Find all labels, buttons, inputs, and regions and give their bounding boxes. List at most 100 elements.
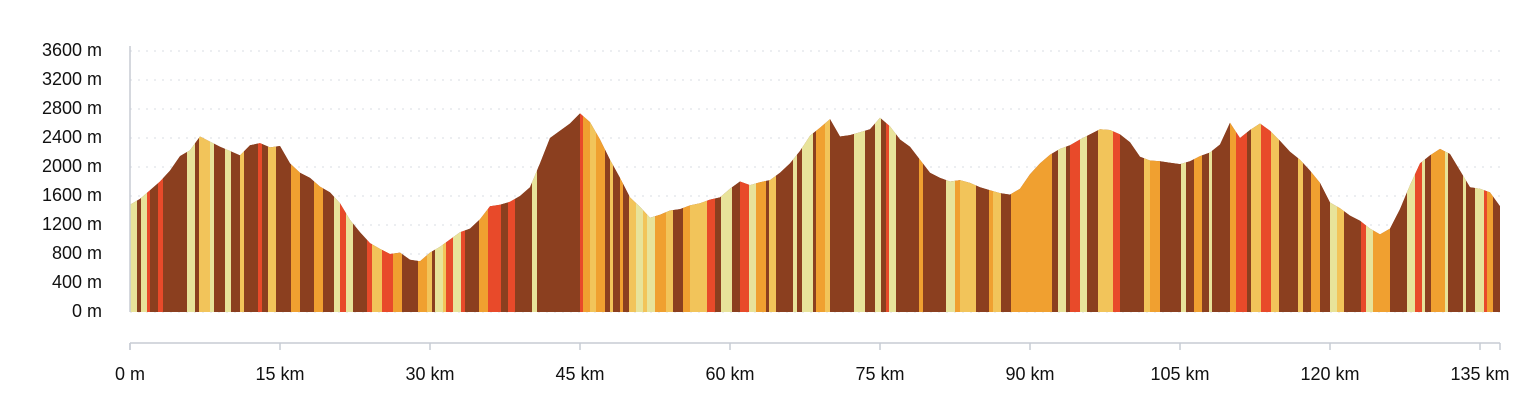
elevation-stripe	[147, 113, 150, 312]
elevation-stripe	[1457, 113, 1463, 312]
x-tick-label: 60 km	[705, 364, 754, 384]
elevation-area	[130, 113, 1500, 312]
x-tick-label: 135 km	[1450, 364, 1509, 384]
elevation-stripe	[749, 113, 756, 312]
elevation-stripe	[989, 113, 993, 312]
elevation-stripe	[300, 113, 304, 312]
elevation-stripe	[515, 113, 525, 312]
elevation-stripe	[1227, 113, 1230, 312]
elevation-stripe	[1303, 113, 1311, 312]
elevation-stripe	[505, 113, 508, 312]
elevation-stripe	[923, 113, 933, 312]
elevation-stripe	[1347, 113, 1350, 312]
elevation-stripe	[276, 113, 283, 312]
elevation-stripe	[1282, 113, 1290, 312]
elevation-stripe	[1425, 113, 1431, 312]
y-tick-label: 800 m	[52, 243, 102, 263]
elevation-stripe	[532, 113, 537, 312]
elevation-stripe	[596, 113, 605, 312]
elevation-stripe	[1350, 113, 1354, 312]
x-tick-label: 30 km	[405, 364, 454, 384]
elevation-stripe	[461, 113, 465, 312]
elevation-stripe	[1484, 113, 1487, 312]
elevation-stripe	[707, 113, 715, 312]
elevation-stripe	[540, 113, 545, 312]
elevation-stripe	[367, 113, 372, 312]
elevation-stripe	[353, 113, 358, 312]
elevation-stripe	[1080, 113, 1087, 312]
elevation-stripe	[993, 113, 1001, 312]
elevation-stripe	[1373, 113, 1384, 312]
elevation-stripe	[766, 113, 769, 312]
elevation-stripe	[559, 113, 567, 312]
elevation-stripe	[1022, 113, 1032, 312]
elevation-stripe	[163, 113, 171, 312]
x-tick-label: 105 km	[1150, 364, 1209, 384]
elevation-stripe	[1136, 113, 1141, 312]
elevation-stripe	[1407, 113, 1415, 312]
elevation-stripe	[868, 113, 875, 312]
elevation-stripe	[1236, 113, 1247, 312]
elevation-stripe	[1037, 113, 1041, 312]
y-tick-label: 2400 m	[42, 127, 102, 147]
elevation-stripe	[1160, 113, 1167, 312]
elevation-stripe	[700, 113, 707, 312]
elevation-stripe	[816, 113, 820, 312]
x-tick-label: 15 km	[255, 364, 304, 384]
elevation-stripe	[583, 113, 590, 312]
elevation-stripe	[1330, 113, 1337, 312]
elevation-stripe	[1441, 113, 1445, 312]
elevation-stripe	[1001, 113, 1006, 312]
elevation-stripe	[573, 113, 580, 312]
elevation-stripe	[1493, 113, 1500, 312]
elevation-stripe	[976, 113, 986, 312]
elevation-stripe	[590, 113, 596, 312]
elevation-stripe	[865, 113, 868, 312]
elevation-stripe	[311, 113, 314, 312]
elevation-stripe	[427, 113, 432, 312]
elevation-stripe	[875, 113, 881, 312]
elevation-stripe	[501, 113, 505, 312]
x-tick-label: 0 m	[115, 364, 145, 384]
elevation-stripe	[623, 113, 629, 312]
elevation-stripe	[1120, 113, 1126, 312]
elevation-stripe	[1181, 113, 1186, 312]
elevation-stripe	[1230, 113, 1236, 312]
elevation-stripe	[1150, 113, 1160, 312]
elevation-stripe	[1279, 113, 1282, 312]
elevation-stripe	[453, 113, 461, 312]
elevation-stripe	[616, 113, 620, 312]
elevation-stripe	[683, 113, 690, 312]
elevation-stripe	[372, 113, 382, 312]
elevation-stripe	[496, 113, 501, 312]
y-tick-label: 0 m	[72, 301, 102, 321]
elevation-stripe	[613, 113, 616, 312]
elevation-stripe	[721, 113, 732, 312]
elevation-stripe	[629, 113, 636, 312]
elevation-stripe	[268, 113, 271, 312]
elevation-stripe	[555, 113, 559, 312]
elevation-stripe	[886, 113, 889, 312]
elevation-stripe	[1487, 113, 1493, 312]
elevation-stripe	[1041, 113, 1052, 312]
y-tick-label: 3200 m	[42, 69, 102, 89]
elevation-stripe	[171, 113, 178, 312]
elevation-stripe	[1344, 113, 1347, 312]
elevation-stripe	[402, 113, 409, 312]
elevation-stripe	[907, 113, 913, 312]
elevation-stripe	[830, 113, 838, 312]
elevation-stripe	[620, 113, 623, 312]
elevation-stripe	[1052, 113, 1058, 312]
elevation-stripe	[605, 113, 610, 312]
elevation-stripe	[1448, 113, 1457, 312]
elevation-stripe	[940, 113, 946, 312]
elevation-stripe	[655, 113, 666, 312]
elevation-stripe	[1466, 113, 1475, 312]
elevation-stripe	[158, 113, 163, 312]
elevation-stripe	[525, 113, 532, 312]
y-tick-label: 400 m	[52, 272, 102, 292]
elevation-stripe	[960, 113, 970, 312]
elevation-stripe	[740, 113, 749, 312]
elevation-stripe	[537, 113, 540, 312]
